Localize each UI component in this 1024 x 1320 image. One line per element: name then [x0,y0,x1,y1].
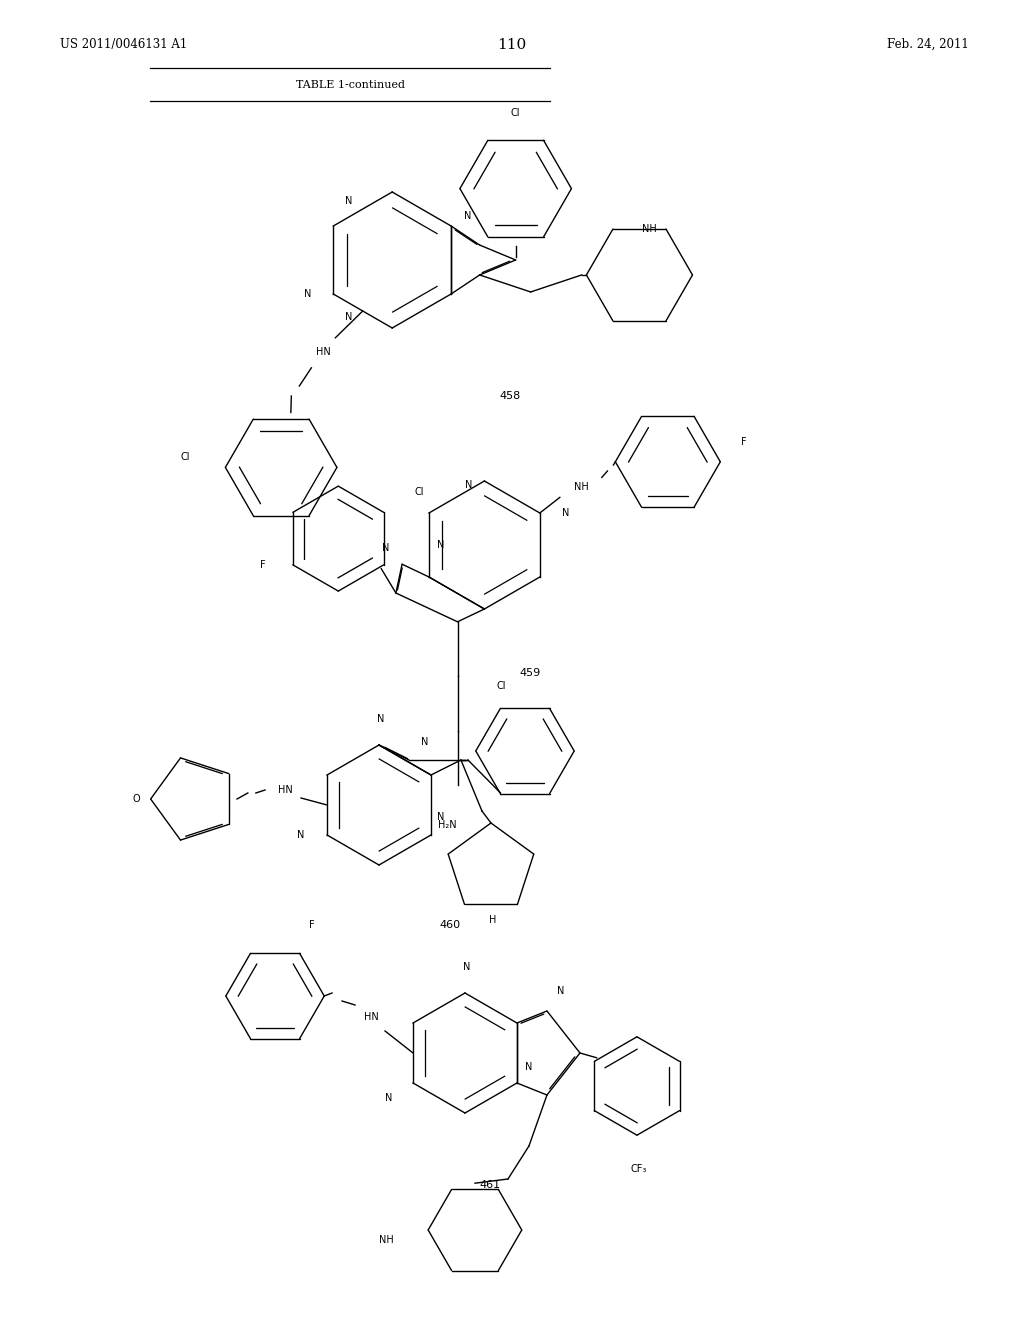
Text: F: F [309,920,314,931]
Text: 458: 458 [500,391,520,401]
Text: 461: 461 [479,1180,501,1191]
Text: N: N [437,812,444,822]
Text: HN: HN [316,347,331,356]
Text: N: N [297,830,305,840]
Text: O: O [133,795,140,804]
Text: N: N [465,480,472,490]
Text: N: N [562,508,569,517]
Text: Cl: Cl [511,108,520,117]
Text: NH: NH [380,1236,394,1245]
Text: F: F [260,560,265,570]
Text: N: N [385,1093,393,1104]
Text: NH: NH [642,224,656,234]
Text: Feb. 24, 2011: Feb. 24, 2011 [887,38,969,51]
Text: F: F [741,437,748,446]
Text: N: N [304,289,311,300]
Text: N: N [464,210,471,220]
Text: HN: HN [364,1012,379,1022]
Text: N: N [525,1063,532,1072]
Text: TABLE 1-continued: TABLE 1-continued [296,81,404,90]
Text: N: N [437,540,444,550]
Text: Cl: Cl [415,487,425,498]
Text: N: N [345,312,352,322]
Text: 110: 110 [498,38,526,51]
Text: N: N [382,544,390,553]
Text: 460: 460 [439,920,461,931]
Text: US 2011/0046131 A1: US 2011/0046131 A1 [60,38,187,51]
Text: H: H [488,915,497,925]
Text: 459: 459 [519,668,541,678]
Text: N: N [463,962,471,972]
Text: N: N [421,737,429,747]
Text: HN: HN [278,785,293,795]
Text: N: N [345,195,352,206]
Text: N: N [557,986,564,997]
Text: Cl: Cl [180,453,190,462]
Text: N: N [377,714,385,723]
Text: H₂N: H₂N [438,820,457,830]
Text: NH: NH [573,482,589,492]
Text: CF₃: CF₃ [631,1164,647,1175]
Text: Cl: Cl [497,681,506,690]
